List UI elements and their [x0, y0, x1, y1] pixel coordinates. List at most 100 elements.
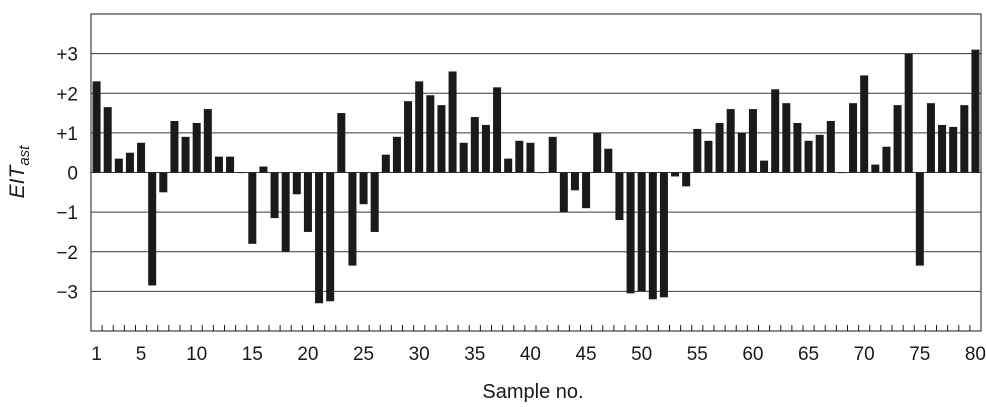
bar-sample-40	[526, 142, 535, 173]
bar-sample-12	[214, 156, 223, 173]
x-tick-label: 20	[297, 344, 318, 365]
bar-sample-13	[226, 156, 235, 173]
bar-sample-43	[559, 172, 568, 213]
bar-sample-22	[326, 172, 335, 302]
bar-sample-69	[849, 103, 858, 173]
bar-sample-66	[815, 134, 824, 173]
bar-sample-39	[515, 140, 524, 173]
bar-sample-55	[693, 128, 702, 173]
y-tick-label: −1	[56, 203, 78, 224]
bar-sample-5	[137, 142, 146, 173]
x-tick-label: 35	[464, 344, 485, 365]
bar-sample-52	[659, 172, 668, 298]
bar-sample-28	[392, 136, 401, 173]
bar-sample-36	[481, 124, 490, 173]
x-axis-title: Sample no.	[482, 381, 583, 403]
bar-sample-7	[159, 172, 168, 193]
x-tick-label: 50	[631, 344, 652, 365]
bar-sample-79	[960, 105, 969, 173]
bar-sample-4	[125, 152, 134, 173]
y-tick-label: +3	[56, 45, 78, 66]
bar-sample-6	[148, 172, 157, 286]
x-tick-labels: 1 5 10 15 20 25 30 35 40 45 50 55 60 65 70 75 80	[91, 344, 986, 365]
x-tick-label: 55	[687, 344, 708, 365]
bars	[92, 49, 980, 304]
bar-sample-26	[370, 172, 379, 232]
bar-sample-14	[237, 172, 246, 174]
bar-sample-47	[604, 148, 613, 173]
x-tick-label: 65	[798, 344, 819, 365]
bar-sample-56	[704, 140, 713, 173]
y-tick-label: +1	[56, 124, 78, 145]
bar-sample-32	[437, 105, 446, 173]
bar-sample-74	[904, 53, 913, 173]
bar-sample-49	[626, 172, 635, 294]
bar-sample-17	[270, 172, 279, 219]
axes	[90, 13, 982, 332]
bar-sample-19	[292, 172, 301, 195]
bar-sample-1	[92, 81, 101, 173]
bar-sample-57	[715, 122, 724, 173]
y-tick-label: −2	[56, 243, 78, 264]
x-tick-label: 70	[854, 344, 875, 365]
bar-sample-75	[915, 172, 924, 266]
bar-sample-70	[860, 75, 869, 173]
bar-sample-68	[837, 172, 846, 174]
bar-sample-77	[938, 124, 947, 173]
bar-sample-58	[726, 109, 735, 173]
bar-sample-30	[415, 81, 424, 173]
bar-sample-29	[404, 101, 413, 173]
bar-sample-44	[570, 172, 579, 191]
bar-sample-42	[548, 136, 557, 173]
bar-sample-15	[248, 172, 257, 244]
x-tick-label: 15	[242, 344, 263, 365]
x-tick-label: 5	[136, 344, 147, 365]
bar-sample-63	[782, 103, 791, 173]
bar-sample-80	[971, 49, 980, 173]
x-tick-label: 10	[186, 344, 207, 365]
x-tick-label: 40	[520, 344, 541, 365]
bar-sample-27	[381, 154, 390, 173]
bar-sample-11	[203, 109, 212, 173]
bar-sample-23	[337, 113, 346, 173]
y-axis-title: EITast	[6, 145, 33, 199]
bar-sample-3	[114, 158, 123, 173]
x-tick-label: 80	[965, 344, 986, 365]
bar-sample-33	[448, 71, 457, 173]
bar-sample-18	[281, 172, 290, 252]
x-tick-label: 45	[575, 344, 596, 365]
bar-sample-35	[470, 117, 479, 173]
x-tick-label: 25	[353, 344, 374, 365]
bar-sample-60	[748, 109, 757, 173]
y-tick-label: +2	[56, 84, 78, 105]
bar-sample-54	[682, 172, 691, 187]
bar-sample-21	[315, 172, 324, 304]
gridlines	[91, 53, 981, 292]
bar-sample-62	[771, 89, 780, 173]
y-tick-label: 0	[67, 164, 78, 185]
bar-sample-10	[192, 122, 201, 173]
bar-sample-73	[893, 105, 902, 173]
y-tick-label: −3	[56, 282, 78, 303]
bar-sample-48	[615, 172, 624, 221]
bar-sample-78	[949, 126, 958, 173]
x-tick-label: 60	[742, 344, 763, 365]
bar-sample-65	[804, 140, 813, 173]
bar-sample-2	[103, 107, 112, 173]
bar-sample-72	[882, 146, 891, 173]
x-tick-label: 75	[909, 344, 930, 365]
bar-sample-34	[459, 142, 468, 173]
bar-sample-37	[493, 87, 502, 173]
x-tick-label: 1	[91, 344, 102, 365]
y-tick-labels: +3 +2 +1 0 −1 −2 −3	[56, 45, 78, 304]
bar-sample-50	[637, 172, 646, 292]
bar-sample-67	[826, 120, 835, 173]
bar-sample-38	[504, 158, 513, 173]
bar-sample-9	[181, 136, 190, 173]
bar-sample-61	[760, 160, 769, 173]
bar-sample-20	[303, 172, 312, 232]
bar-sample-8	[170, 120, 179, 173]
bar-sample-71	[871, 164, 880, 173]
bar-sample-41	[537, 172, 546, 174]
